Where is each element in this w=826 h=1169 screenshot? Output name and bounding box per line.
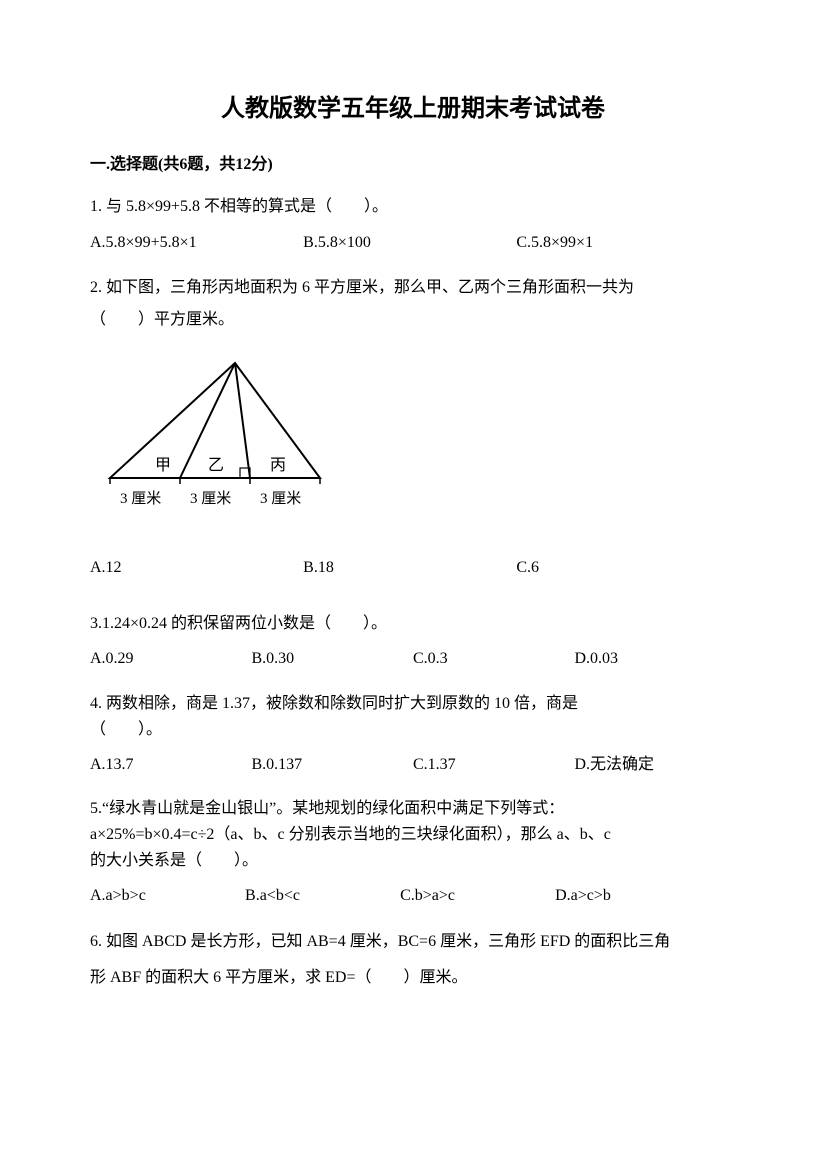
q6-line2: 形 ABF 的面积大 6 平方厘米，求 ED=（ ）厘米。 <box>90 965 736 991</box>
q4-option-b: B.0.137 <box>252 752 414 778</box>
label-jia: 甲 <box>155 457 171 474</box>
q6-line1: 6. 如图 ABCD 是长方形，已知 AB=4 厘米，BC=6 厘米，三角形 E… <box>90 929 736 955</box>
question-5: 5.“绿水青山就是金山银山”。某地规划的绿化面积中满足下列等式： a×25%=b… <box>90 797 736 909</box>
q4-options: A.13.7 B.0.137 C.1.37 D.无法确定 <box>90 752 736 778</box>
q2-diagram: 甲 乙 丙 3 厘米 3 厘米 3 厘米 <box>90 348 736 527</box>
q2-option-a: A.12 <box>90 555 303 581</box>
question-4: 4. 两数相除，商是 1.37，被除数和除数同时扩大到原数的 10 倍，商是 （… <box>90 692 736 778</box>
q5-option-a: A.a>b>c <box>90 883 245 909</box>
q3-option-d: D.0.03 <box>575 646 737 672</box>
q5-option-c: C.b>a>c <box>400 883 555 909</box>
q5-line2: a×25%=b×0.4=c÷2（a、b、c 分别表示当地的三块绿化面积），那么 … <box>90 823 736 847</box>
q1-option-a: A.5.8×99+5.8×1 <box>90 230 303 256</box>
triangle-svg: 甲 乙 丙 3 厘米 3 厘米 3 厘米 <box>90 348 350 518</box>
question-1: 1. 与 5.8×99+5.8 不相等的算式是（ ）。 A.5.8×99+5.8… <box>90 194 736 255</box>
q4-option-a: A.13.7 <box>90 752 252 778</box>
q2-options: A.12 B.18 C.6 <box>90 555 736 581</box>
section-1-header: 一.选择题(共6题，共12分) <box>90 152 736 178</box>
q2-option-c: C.6 <box>516 555 729 581</box>
q3-option-a: A.0.29 <box>90 646 252 672</box>
q1-text: 1. 与 5.8×99+5.8 不相等的算式是（ ）。 <box>90 194 736 220</box>
measure-3: 3 厘米 <box>260 490 301 507</box>
question-2: 2. 如下图，三角形丙地面积为 6 平方厘米，那么甲、乙两个三角形面积一共为 （… <box>90 275 736 580</box>
measure-1: 3 厘米 <box>120 490 161 507</box>
q5-option-d: D.a>c>b <box>555 883 710 909</box>
q4-option-d: D.无法确定 <box>575 752 737 778</box>
label-yi: 乙 <box>208 457 224 474</box>
label-bing: 丙 <box>270 457 286 474</box>
page-title: 人教版数学五年级上册期末考试试卷 <box>90 90 736 128</box>
q1-option-b: B.5.8×100 <box>303 230 516 256</box>
question-3: 3.1.24×0.24 的积保留两位小数是（ ）。 A.0.29 B.0.30 … <box>90 611 736 672</box>
q1-options: A.5.8×99+5.8×1 B.5.8×100 C.5.8×99×1 <box>90 230 736 256</box>
q4-option-c: C.1.37 <box>413 752 575 778</box>
measure-2: 3 厘米 <box>190 490 231 507</box>
q2-line1: 2. 如下图，三角形丙地面积为 6 平方厘米，那么甲、乙两个三角形面积一共为 <box>90 275 736 301</box>
q5-option-b: B.a<b<c <box>245 883 400 909</box>
q5-line3: 的大小关系是（ ）。 <box>90 849 736 873</box>
q2-option-b: B.18 <box>303 555 516 581</box>
q3-options: A.0.29 B.0.30 C.0.3 D.0.03 <box>90 646 736 672</box>
q5-options: A.a>b>c B.a<b<c C.b>a>c D.a>c>b <box>90 883 736 909</box>
q3-text: 3.1.24×0.24 的积保留两位小数是（ ）。 <box>90 611 736 637</box>
q1-option-c: C.5.8×99×1 <box>516 230 729 256</box>
q4-line2: （ ）。 <box>90 718 736 742</box>
q2-line2: （ ）平方厘米。 <box>90 307 736 333</box>
q4-line1: 4. 两数相除，商是 1.37，被除数和除数同时扩大到原数的 10 倍，商是 <box>90 692 736 716</box>
question-6: 6. 如图 ABCD 是长方形，已知 AB=4 厘米，BC=6 厘米，三角形 E… <box>90 929 736 990</box>
q5-line1: 5.“绿水青山就是金山银山”。某地规划的绿化面积中满足下列等式： <box>90 797 736 821</box>
q3-option-c: C.0.3 <box>413 646 575 672</box>
q3-option-b: B.0.30 <box>252 646 414 672</box>
